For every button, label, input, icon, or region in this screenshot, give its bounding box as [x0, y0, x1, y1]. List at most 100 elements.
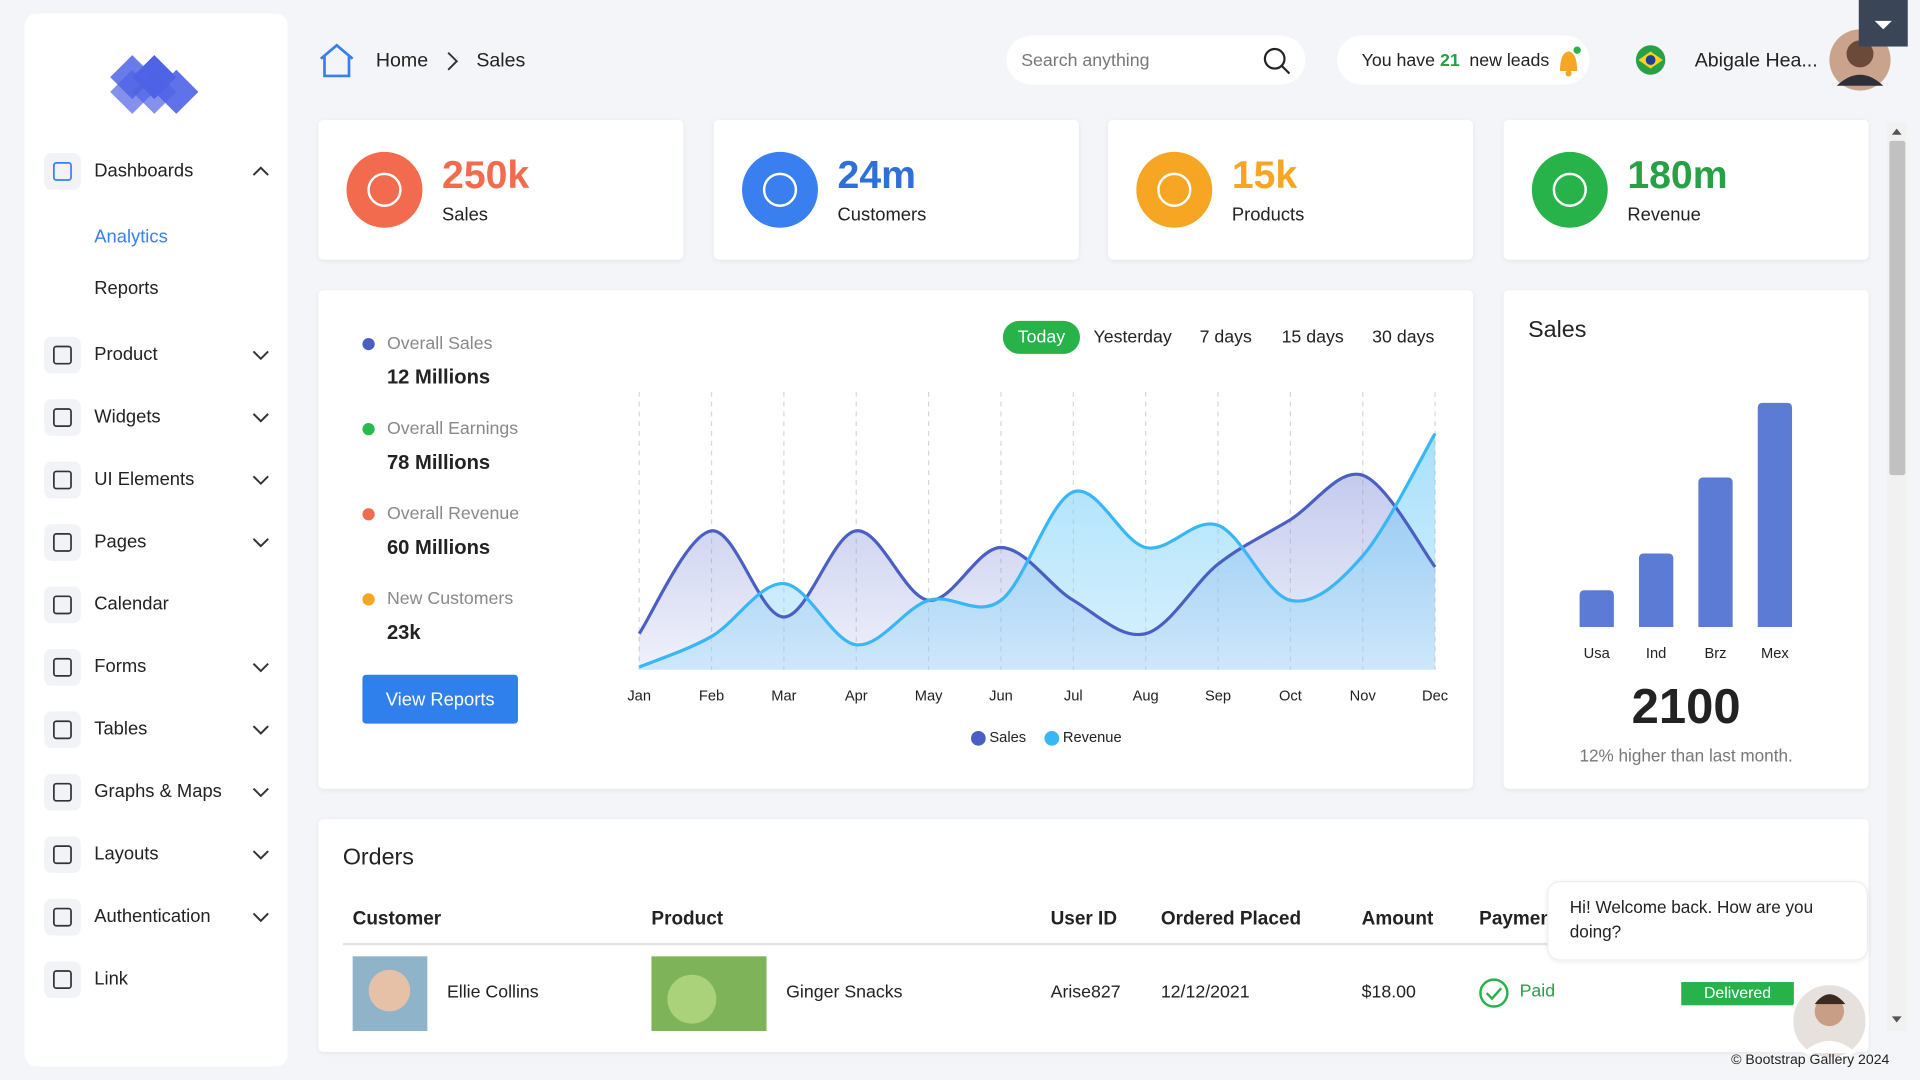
menu-icon — [53, 408, 72, 427]
menu-item[interactable]: Tables — [94, 718, 147, 739]
chat-avatar[interactable] — [1789, 981, 1870, 1062]
filter-option[interactable]: Today — [1018, 327, 1065, 347]
menu-item[interactable]: Authentication — [94, 905, 210, 926]
x-tick-label: Usa — [1584, 646, 1611, 662]
x-tick-label: Feb — [699, 689, 724, 705]
summary-label: Overall Earnings — [387, 418, 518, 438]
menu-item[interactable]: UI Elements — [94, 468, 194, 489]
menu-item[interactable]: Calendar — [94, 593, 169, 614]
cell: Ellie Collins — [447, 982, 539, 1002]
stat-glyph — [1157, 172, 1192, 207]
view-reports-button[interactable] — [362, 674, 518, 724]
x-tick-label: Apr — [845, 689, 868, 705]
x-tick-label: Oct — [1279, 689, 1302, 705]
search-icon[interactable] — [1263, 47, 1291, 75]
menu-icon — [53, 162, 72, 181]
leads-box[interactable] — [1337, 35, 1590, 85]
menu-icon — [53, 657, 72, 677]
column-header: Customer — [353, 909, 442, 930]
bar — [1698, 477, 1733, 627]
dropdown-arrow — [1874, 20, 1892, 30]
menu-icon — [53, 782, 72, 802]
stat-label: Revenue — [1627, 203, 1701, 224]
menu-icon-box — [44, 836, 81, 874]
area-fill — [639, 433, 1436, 670]
legend-label: Sales — [989, 730, 1026, 746]
chat-bubble[interactable] — [1547, 881, 1868, 961]
stat-glyph — [367, 172, 402, 207]
menu-icon-box — [44, 648, 81, 686]
card-title: Orders — [343, 844, 414, 870]
submenu-item[interactable]: Reports — [94, 277, 158, 298]
stat-value: 15k — [1232, 154, 1298, 197]
search-box[interactable] — [1006, 35, 1306, 85]
bell-icon[interactable] — [1560, 46, 1581, 77]
customer-face — [368, 969, 411, 1012]
menu-item[interactable]: Link — [94, 967, 129, 988]
stat-glyph — [762, 172, 798, 207]
stat-label: Products — [1232, 203, 1304, 224]
menu-item[interactable]: Widgets — [94, 405, 160, 426]
menu-item[interactable]: Layouts — [94, 843, 158, 864]
menu-icon — [53, 345, 72, 365]
breadcrumb-item[interactable]: Home — [376, 49, 428, 71]
menu-item[interactable]: Graphs & Maps — [94, 780, 222, 801]
column-header: Amount — [1362, 909, 1434, 930]
sidebar — [24, 13, 288, 1067]
summary-label: New Customers — [387, 588, 513, 608]
menu-item[interactable]: Dashboards — [94, 159, 193, 180]
chevron-down — [252, 350, 269, 361]
stat-card — [1108, 120, 1474, 260]
stat-card — [1503, 120, 1869, 260]
submenu-item[interactable]: Analytics — [94, 225, 167, 246]
menu-item[interactable]: Product — [94, 343, 157, 364]
x-tick-label: Jan — [627, 689, 651, 705]
menu-icon-box — [44, 961, 81, 998]
chevron-up — [252, 166, 269, 176]
filter-active[interactable] — [1002, 320, 1080, 354]
chat-text: doing? — [1570, 922, 1621, 942]
orders-table: Orders Customer Product User ID Ordered Plac… — [342, 844, 1845, 1032]
bar — [1638, 553, 1674, 627]
chevron-down — [252, 725, 269, 735]
leads-prefix: You have — [1362, 50, 1436, 70]
x-tick-label: Jul — [1064, 689, 1083, 705]
menu-item[interactable]: Forms — [94, 655, 146, 676]
breadcrumb-separator — [447, 51, 459, 71]
home-icon — [319, 43, 354, 78]
menu-icon-box — [44, 898, 81, 936]
menu-icon — [53, 533, 72, 552]
filter-option[interactable]: Yesterday — [1094, 327, 1172, 347]
summary-value: 23k — [387, 622, 421, 644]
filter-option[interactable]: 30 days — [1372, 327, 1434, 347]
scrollbar-thumb[interactable] — [1889, 140, 1906, 476]
total-value: 2100 — [1632, 680, 1741, 734]
chevron-down — [252, 912, 269, 923]
flag-icon[interactable] — [1635, 45, 1666, 75]
leads-count: 21 — [1440, 50, 1460, 70]
stat-icon — [1136, 151, 1213, 228]
summary-value: 78 Millions — [387, 452, 490, 474]
legend-marker — [1044, 731, 1060, 746]
stat-label: Sales — [442, 203, 488, 224]
menu-icon-box — [44, 773, 81, 811]
chevron-down — [252, 662, 269, 673]
stat-glyph — [1552, 172, 1587, 207]
summary-label: Overall Revenue — [387, 503, 519, 523]
filter-option[interactable]: 15 days — [1282, 327, 1344, 347]
footer: © Bootstrap Gallery 2024 — [1731, 1051, 1889, 1067]
column-header: Payment — [1479, 909, 1559, 930]
user-name[interactable]: Abigale Hea... — [1695, 49, 1818, 71]
x-tick-label: Nov — [1350, 689, 1377, 705]
x-tick-label: Ind — [1646, 646, 1666, 662]
status-badge — [1681, 982, 1794, 1006]
filter-option[interactable]: 7 days — [1200, 327, 1252, 347]
x-tick-label: Jun — [989, 689, 1013, 705]
menu-item[interactable]: Pages — [94, 530, 146, 551]
x-tick-label: Brz — [1704, 646, 1726, 662]
sidebar-menu: Dashboards Analytics Reports Product Widgets… — [44, 153, 269, 998]
column-header: Product — [651, 909, 723, 930]
stat-label: Customers — [838, 203, 927, 224]
menu-icon — [53, 470, 72, 490]
